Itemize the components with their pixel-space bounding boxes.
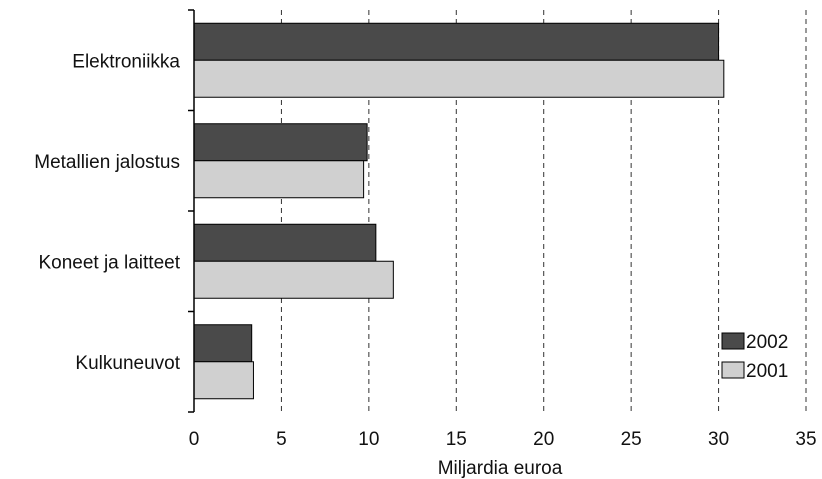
category-label-2: Koneet ja laitteet	[38, 252, 180, 273]
bar-2002-0	[193, 22, 720, 61]
legend-swatch-2001	[721, 361, 745, 379]
x-tick-label-35: 35	[795, 429, 816, 450]
bar-2001-3	[193, 361, 254, 400]
bar-2002-1	[193, 123, 368, 162]
category-label-1: Metallien jalostus	[34, 152, 180, 173]
x-tick-label-25: 25	[621, 429, 642, 450]
x-tick-label-5: 5	[276, 429, 287, 450]
category-label-3: Kulkuneuvot	[75, 353, 180, 374]
x-axis-tick-labels: 0 5 10 15 20 25 30 35	[189, 429, 817, 450]
category-label-0: Elektroniikka	[72, 51, 180, 72]
bar-2001-2	[193, 260, 394, 299]
legend-swatch-2002	[721, 332, 745, 350]
category-labels: Elektroniikka Metallien jalostus Koneet ja…	[34, 51, 180, 374]
y-axis-ticks	[188, 9, 194, 413]
bar-2002-2	[193, 223, 377, 262]
legend-label-2001: 2001	[746, 361, 788, 382]
bar-2002-3	[193, 324, 253, 363]
legend-label-2002: 2002	[746, 332, 788, 353]
x-tick-label-10: 10	[358, 429, 379, 450]
x-axis-title: Miljardia euroa	[438, 458, 563, 479]
x-tick-label-15: 15	[446, 429, 467, 450]
x-tick-label-30: 30	[708, 429, 729, 450]
bar-2001-0	[193, 59, 725, 98]
legend: 2002 2001	[721, 332, 788, 382]
x-tick-label-20: 20	[533, 429, 554, 450]
x-tick-label-0: 0	[189, 429, 200, 450]
bars	[193, 22, 725, 400]
bar-2001-1	[193, 160, 365, 199]
